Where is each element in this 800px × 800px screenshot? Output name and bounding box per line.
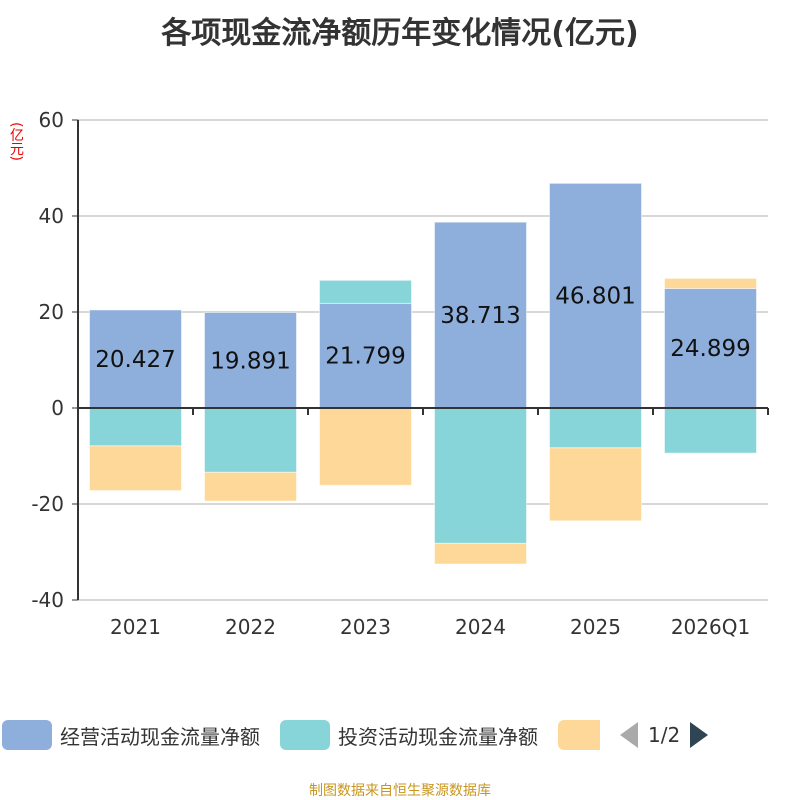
bar-1 bbox=[664, 287, 757, 409]
x-tick-label: 2024 bbox=[455, 615, 506, 639]
legend-swatch-investing[interactable] bbox=[280, 720, 330, 750]
legend-swatch-operating[interactable] bbox=[2, 720, 52, 750]
legend-label-operating[interactable]: 经营活动现金流量净额 bbox=[60, 724, 260, 749]
bar-2 bbox=[549, 407, 642, 449]
legend-page: 1/2 bbox=[648, 723, 681, 747]
y-tick-label: -40 bbox=[31, 588, 64, 612]
chart-title: 各项现金流净额历年变化情况(亿元) bbox=[161, 16, 639, 51]
bar-1 bbox=[549, 182, 642, 409]
chart: -40 -20 0 20 40 60 20.427 2021 19.891 2022 21.799 2… bbox=[31, 108, 769, 639]
y-tick-label: 60 bbox=[39, 108, 64, 132]
bar-2 bbox=[89, 407, 182, 447]
data-label: 46.801 bbox=[555, 284, 635, 310]
bar-2 bbox=[664, 407, 757, 454]
bar-3 bbox=[319, 407, 412, 486]
legend-next-icon[interactable] bbox=[690, 722, 709, 748]
bar-3 bbox=[204, 471, 297, 502]
bar-2 bbox=[434, 407, 527, 544]
y-tick-label: 40 bbox=[39, 204, 64, 228]
y-tick-label: 20 bbox=[39, 300, 64, 324]
data-label: 24.899 bbox=[670, 336, 750, 362]
bar-3 bbox=[549, 447, 642, 522]
bar-2 bbox=[204, 407, 297, 473]
bar-2 bbox=[319, 279, 412, 304]
x-tick-label: 2022 bbox=[225, 615, 276, 639]
x-tick-label: 2026Q1 bbox=[671, 615, 750, 639]
x-tick-label: 2021 bbox=[110, 615, 161, 639]
legend-swatch-financing[interactable] bbox=[558, 720, 600, 750]
y-tick-label: 0 bbox=[51, 396, 64, 420]
bar-1 bbox=[434, 221, 527, 409]
bar-1 bbox=[89, 309, 182, 409]
legend-prev-icon[interactable] bbox=[620, 722, 638, 748]
data-label: 20.427 bbox=[95, 347, 175, 373]
data-label: 21.799 bbox=[325, 344, 405, 370]
bar-3 bbox=[89, 445, 182, 492]
legend-label-investing[interactable]: 投资活动现金流量净额 bbox=[338, 724, 538, 749]
bar-3 bbox=[434, 542, 527, 565]
x-tick-label: 2025 bbox=[570, 615, 621, 639]
data-label: 19.891 bbox=[210, 348, 290, 374]
data-label: 38.713 bbox=[440, 303, 520, 329]
y-tick-label: -20 bbox=[31, 492, 64, 516]
source-note: 制图数据来自恒生聚源数据库 bbox=[309, 783, 491, 799]
legend: 经营活动现金流量净额 投资活动现金流量净额 1/2 bbox=[0, 718, 709, 752]
x-tick-label: 2023 bbox=[340, 615, 391, 639]
y-axis-unit: (亿元) bbox=[8, 122, 24, 161]
bar-1 bbox=[319, 302, 412, 409]
bar-3 bbox=[664, 277, 757, 289]
